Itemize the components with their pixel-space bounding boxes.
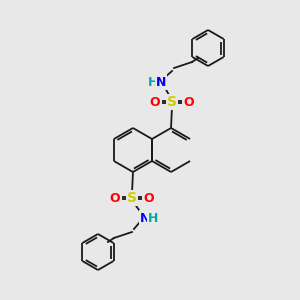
Text: O: O	[144, 191, 154, 205]
Text: O: O	[110, 191, 120, 205]
Text: S: S	[127, 191, 137, 205]
Text: H: H	[148, 212, 158, 224]
Text: O: O	[184, 95, 194, 109]
Text: H: H	[148, 76, 158, 88]
Text: N: N	[156, 76, 166, 88]
Text: S: S	[167, 95, 177, 109]
Text: O: O	[150, 95, 160, 109]
Text: N: N	[140, 212, 150, 224]
